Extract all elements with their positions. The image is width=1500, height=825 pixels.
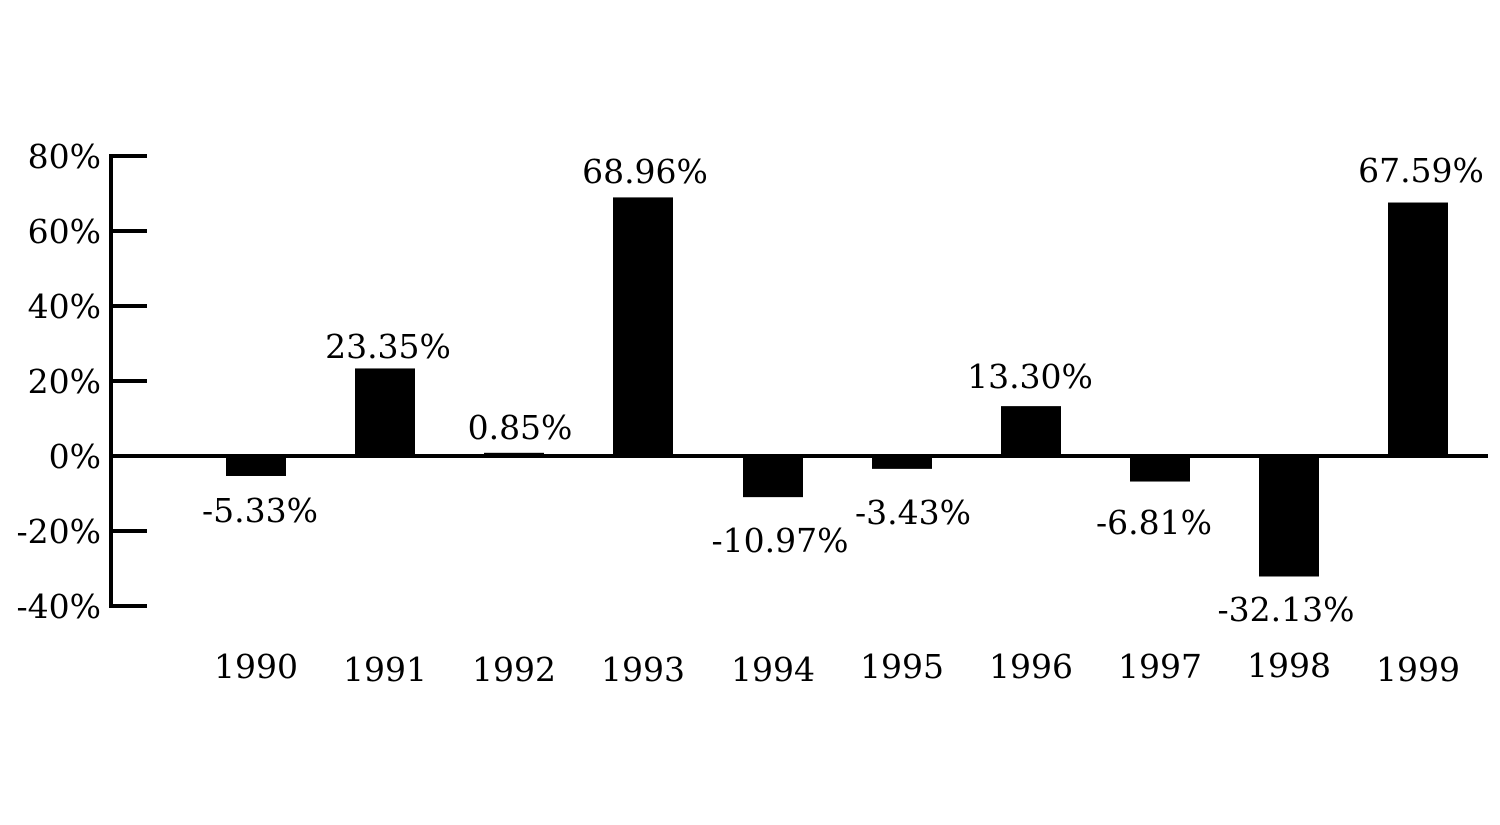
- data-label-1999: 67.59%: [1358, 151, 1484, 190]
- data-label-1990: -5.33%: [202, 491, 318, 530]
- data-label-1991: 23.35%: [325, 327, 451, 366]
- data-label-1995: -3.43%: [855, 493, 971, 532]
- bar-1990: [226, 456, 286, 476]
- data-label-1998: -32.13%: [1218, 590, 1355, 629]
- bar-1999: [1388, 202, 1448, 456]
- x-tick-label-1997: 1997: [1118, 647, 1202, 686]
- x-tick-label-1993: 1993: [601, 650, 685, 689]
- x-tick-label-1991: 1991: [343, 650, 427, 689]
- x-tick-label-1995: 1995: [860, 647, 944, 686]
- bar-1997: [1130, 456, 1190, 482]
- bar-1993: [613, 197, 673, 456]
- value-labels: -5.33% 23.35% 0.85% 68.96% -10.97%-3.43% 13.3…: [202, 151, 1484, 629]
- x-tick-label-1990: 1990: [214, 647, 298, 686]
- bar-1991: [355, 368, 415, 456]
- x-axis-labels: 1990 1991 1992 1993 1994 1995 1996 1997 1998 1999: [214, 646, 1460, 689]
- y-tick-label: 20%: [28, 362, 101, 401]
- data-label-1993: 68.96%: [582, 152, 708, 191]
- y-tick-label: -40%: [17, 587, 102, 626]
- data-label-1997: -6.81%: [1096, 503, 1212, 542]
- bar-1994: [743, 456, 803, 498]
- y-tick-label: 60%: [28, 212, 101, 251]
- bars: [226, 197, 1448, 577]
- bar-1996: [1001, 406, 1061, 456]
- x-tick-label-1998: 1998: [1247, 646, 1331, 685]
- y-tick-label: 40%: [28, 287, 101, 326]
- bar-1995: [872, 456, 932, 469]
- data-label-1996: 13.30%: [967, 357, 1093, 396]
- y-tick-label: 0%: [49, 437, 101, 476]
- x-tick-label-1992: 1992: [472, 650, 556, 689]
- y-tick-label: -20%: [17, 512, 102, 551]
- x-tick-label-1994: 1994: [731, 650, 815, 689]
- bar-1998: [1259, 456, 1319, 577]
- data-label-1992: 0.85%: [468, 408, 573, 447]
- y-tick-label: 80%: [28, 137, 101, 176]
- y-axis: 80% 60% 40% 20% 0% -20% -40%: [17, 137, 147, 626]
- x-tick-label-1999: 1999: [1376, 650, 1460, 689]
- data-label-1994: -10.97%: [712, 521, 849, 560]
- x-tick-label-1996: 1996: [989, 647, 1073, 686]
